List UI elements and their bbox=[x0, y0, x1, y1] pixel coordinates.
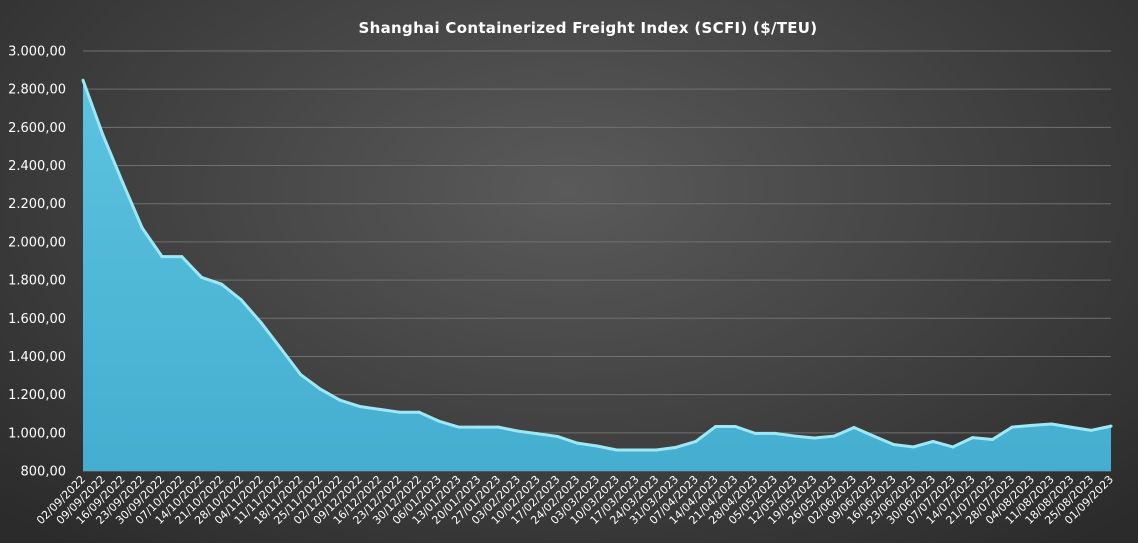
data-point bbox=[101, 133, 105, 137]
data-point bbox=[753, 431, 757, 435]
data-point bbox=[338, 398, 342, 402]
data-point bbox=[318, 387, 322, 391]
data-point bbox=[536, 432, 540, 436]
data-point bbox=[140, 226, 144, 230]
data-point bbox=[1050, 422, 1054, 426]
data-point bbox=[160, 255, 164, 259]
data-point bbox=[911, 445, 915, 449]
y-tick-label: 800,00 bbox=[21, 465, 67, 480]
data-point bbox=[931, 439, 935, 443]
data-point bbox=[575, 441, 579, 445]
y-tick-label: 2.400,00 bbox=[8, 159, 66, 174]
data-point bbox=[358, 404, 362, 408]
data-point bbox=[219, 282, 223, 286]
y-tick-label: 2.800,00 bbox=[8, 83, 66, 98]
y-tick-label: 2.000,00 bbox=[8, 235, 66, 250]
data-point bbox=[971, 436, 975, 440]
x-axis: 02/09/202209/09/202216/09/202223/09/2022… bbox=[34, 473, 1116, 527]
data-point bbox=[555, 434, 559, 438]
y-tick-label: 1.200,00 bbox=[8, 388, 66, 403]
data-point bbox=[872, 434, 876, 438]
data-point bbox=[397, 410, 401, 414]
data-point bbox=[773, 431, 777, 435]
y-tick-label: 1.800,00 bbox=[8, 274, 66, 289]
y-tick-label: 2.600,00 bbox=[8, 121, 66, 136]
data-point bbox=[476, 425, 480, 429]
data-point bbox=[852, 425, 856, 429]
data-point bbox=[595, 444, 599, 448]
chart-title: Shanghai Containerized Freight Index (SC… bbox=[359, 19, 818, 37]
data-point bbox=[516, 429, 520, 433]
y-tick-label: 2.200,00 bbox=[8, 197, 66, 212]
data-point bbox=[200, 275, 204, 279]
y-tick-label: 1.400,00 bbox=[8, 350, 66, 365]
data-point bbox=[81, 78, 85, 82]
data-point bbox=[812, 436, 816, 440]
data-point bbox=[1089, 428, 1093, 432]
data-point bbox=[417, 410, 421, 414]
data-point bbox=[279, 346, 283, 350]
data-point bbox=[1010, 425, 1014, 429]
y-tick-label: 1.000,00 bbox=[8, 426, 66, 441]
data-point bbox=[733, 425, 737, 429]
data-point bbox=[457, 425, 461, 429]
data-point bbox=[793, 434, 797, 438]
y-tick-label: 1.600,00 bbox=[8, 312, 66, 327]
data-point bbox=[694, 439, 698, 443]
data-point bbox=[1109, 424, 1113, 428]
data-point bbox=[121, 180, 125, 184]
data-point bbox=[674, 445, 678, 449]
y-tick-label: 3.000,00 bbox=[8, 45, 66, 60]
data-point bbox=[615, 448, 619, 452]
y-axis: 800,00 1.000,00 1.200,00 1.400,00 1.600,00 1.… bbox=[8, 45, 66, 480]
data-point bbox=[1069, 425, 1073, 429]
data-point bbox=[180, 255, 184, 259]
data-point bbox=[437, 419, 441, 423]
data-point bbox=[298, 372, 302, 376]
data-point bbox=[259, 320, 263, 324]
data-point bbox=[1030, 423, 1034, 427]
data-point bbox=[714, 425, 718, 429]
data-point bbox=[496, 425, 500, 429]
area-fill bbox=[83, 80, 1111, 471]
data-point bbox=[990, 438, 994, 441]
series-area bbox=[81, 78, 1113, 471]
data-point bbox=[239, 298, 243, 302]
data-point bbox=[635, 448, 639, 452]
data-point bbox=[378, 407, 382, 411]
data-point bbox=[832, 434, 836, 438]
data-point bbox=[951, 445, 955, 449]
data-point bbox=[654, 448, 658, 452]
data-point bbox=[892, 442, 896, 446]
